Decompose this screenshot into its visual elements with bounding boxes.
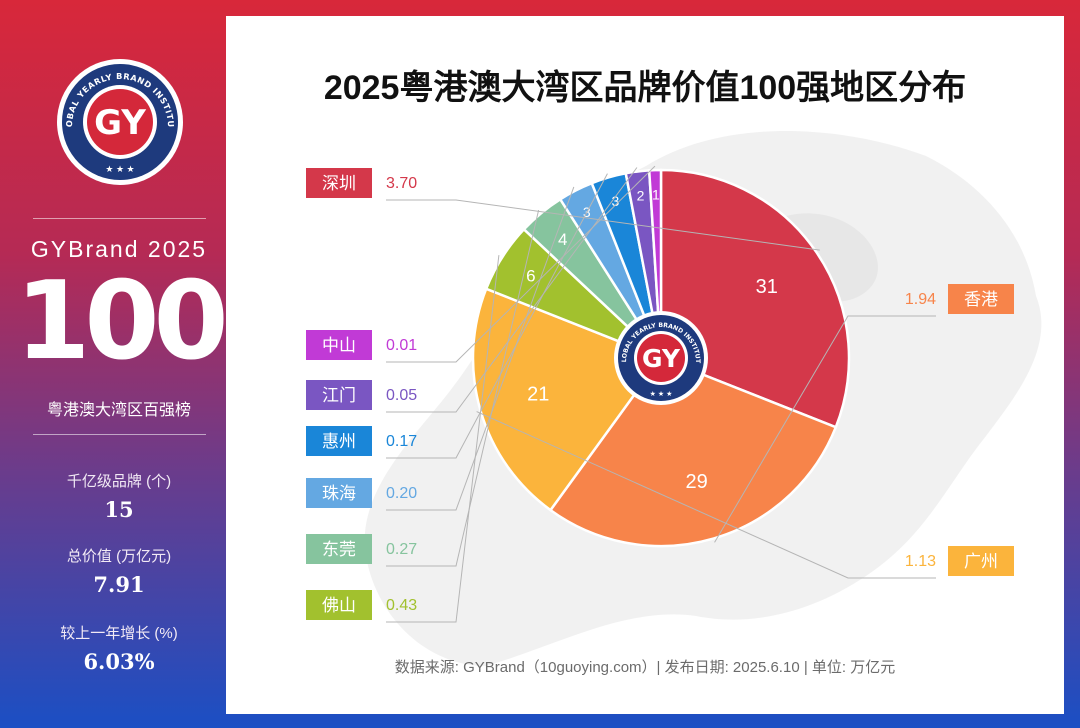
region-value-6: 0.17 xyxy=(386,433,417,450)
region-box-2 xyxy=(948,546,1014,576)
slice-count-label: 29 xyxy=(686,471,708,493)
stat-value-brand-count: 15 xyxy=(104,497,134,522)
region-box-0 xyxy=(306,168,372,198)
chart-panel: 2025粤港澳大湾区品牌价值100强地区分布 312921643321GLOBA… xyxy=(226,16,1064,714)
region-label-7: 江门 xyxy=(322,386,356,406)
callout-line xyxy=(386,186,575,511)
slice-count-label: 31 xyxy=(756,276,778,298)
region-label-6: 惠州 xyxy=(322,432,356,452)
svg-text:★ ★ ★: ★ ★ ★ xyxy=(105,164,134,174)
callout-line xyxy=(386,255,500,623)
region-label-8: 中山 xyxy=(322,336,356,356)
region-label-2: 广州 xyxy=(964,552,998,572)
chart-footer: 数据来源: GYBrand（10guoying.com）| 发布日期: 2025… xyxy=(394,659,896,676)
callout-line xyxy=(386,167,638,413)
slice-count-label: 4 xyxy=(558,230,567,249)
logo-text: GY xyxy=(94,103,146,143)
region-value-0: 3.70 xyxy=(386,175,417,192)
slice-count-label: 6 xyxy=(526,266,535,285)
region-label-4: 东莞 xyxy=(322,540,356,560)
region-box-1 xyxy=(948,284,1014,314)
slice-count-label: 2 xyxy=(637,188,645,204)
region-value-4: 0.27 xyxy=(386,541,417,558)
region-box-3 xyxy=(306,590,372,620)
slice-count-label: 21 xyxy=(527,384,549,406)
region-label-0: 深圳 xyxy=(322,174,356,194)
region-value-8: 0.01 xyxy=(386,337,417,354)
region-value-1: 1.94 xyxy=(905,291,936,308)
region-label-3: 佛山 xyxy=(322,596,356,616)
stat-label-brand-count: 千亿级品牌 (个) xyxy=(66,473,172,490)
divider xyxy=(33,434,206,435)
stat-value-growth: 6.03% xyxy=(83,649,155,674)
pie-slice-1 xyxy=(548,356,838,548)
chart-title: 2025粤港澳大湾区品牌价值100强地区分布 xyxy=(323,69,967,107)
stat-label-growth: 较上一年增长 (%) xyxy=(60,625,178,642)
pie-slice-8 xyxy=(647,168,663,359)
ranking-subtitle: 粤港澳大湾区百强榜 xyxy=(46,402,191,419)
pie-chart: 312921643321GLOBAL YEARLY BRAND INSTITUT… xyxy=(226,16,1014,623)
callout-line xyxy=(386,165,656,363)
region-box-4 xyxy=(306,534,372,564)
sidebar: GLOBAL YEARLY BRAND INSTITUTE GY ★ ★ ★ G… xyxy=(0,0,238,728)
center-badge-core xyxy=(637,334,685,382)
region-value-2: 1.13 xyxy=(905,553,936,570)
big-number: 100 xyxy=(15,259,228,384)
region-box-6 xyxy=(306,426,372,456)
region-value-5: 0.20 xyxy=(386,485,417,502)
center-badge-text: GY xyxy=(642,344,681,373)
region-box-7 xyxy=(306,380,372,410)
center-badge-stars: ★ ★ ★ xyxy=(650,390,673,398)
region-box-5 xyxy=(306,478,372,508)
callout-line xyxy=(386,209,540,567)
slice-count-label: 3 xyxy=(611,193,619,209)
brand-year: GYBrand 2025 xyxy=(30,236,208,262)
callout-line xyxy=(476,411,936,579)
callout-line xyxy=(714,315,936,543)
region-value-3: 0.43 xyxy=(386,597,417,614)
callout-line xyxy=(386,199,820,251)
stat-label-total-value: 总价值 (万亿元) xyxy=(66,548,172,565)
divider xyxy=(33,218,206,219)
callout-line xyxy=(386,173,608,459)
stat-value-total-value: 7.91 xyxy=(93,572,145,597)
region-value-7: 0.05 xyxy=(386,387,417,404)
region-label-5: 珠海 xyxy=(322,484,356,504)
gy-logo-icon: GLOBAL YEARLY BRAND INSTITUTE GY ★ ★ ★ xyxy=(55,57,183,185)
slice-count-label: 1 xyxy=(652,186,660,202)
region-label-1: 香港 xyxy=(964,290,998,310)
region-box-8 xyxy=(306,330,372,360)
